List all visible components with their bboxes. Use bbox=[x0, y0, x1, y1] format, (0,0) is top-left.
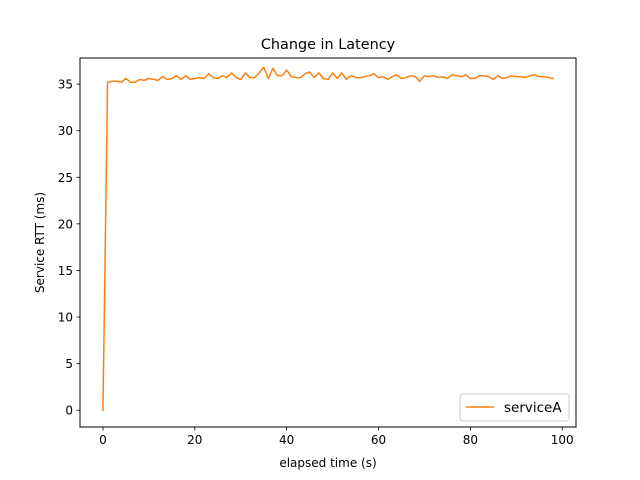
y-tick-label: 35 bbox=[58, 78, 73, 92]
legend-label-serviceA: serviceA bbox=[504, 400, 562, 416]
x-tick-label: 40 bbox=[279, 433, 294, 447]
chart-title: Change in Latency bbox=[261, 37, 396, 53]
y-tick-label: 5 bbox=[65, 357, 73, 371]
y-tick-label: 30 bbox=[58, 124, 73, 138]
y-tick-label: 25 bbox=[58, 171, 73, 185]
legend: serviceA bbox=[459, 393, 570, 422]
y-axis: 0 5 10 15 20 25 30 35 bbox=[58, 78, 80, 418]
axes-frame bbox=[79, 57, 577, 428]
x-tick-label: 80 bbox=[463, 433, 478, 447]
y-tick-label: 10 bbox=[58, 311, 73, 325]
series-line-serviceA bbox=[102, 66, 554, 411]
y-tick-label: 15 bbox=[58, 264, 73, 278]
y-tick-label: 0 bbox=[65, 404, 73, 418]
x-tick-label: 60 bbox=[371, 433, 386, 447]
x-tick-label: 100 bbox=[551, 433, 574, 447]
y-axis-label: Service RTT (ms) bbox=[33, 192, 47, 293]
y-tick-label: 20 bbox=[58, 217, 73, 231]
legend-box bbox=[459, 393, 570, 422]
x-axis-label: elapsed time (s) bbox=[279, 456, 376, 470]
x-axis: 0 20 40 60 80 100 bbox=[99, 427, 574, 447]
plot-area bbox=[102, 66, 554, 411]
x-tick-label: 0 bbox=[99, 433, 107, 447]
x-tick-label: 20 bbox=[187, 433, 202, 447]
